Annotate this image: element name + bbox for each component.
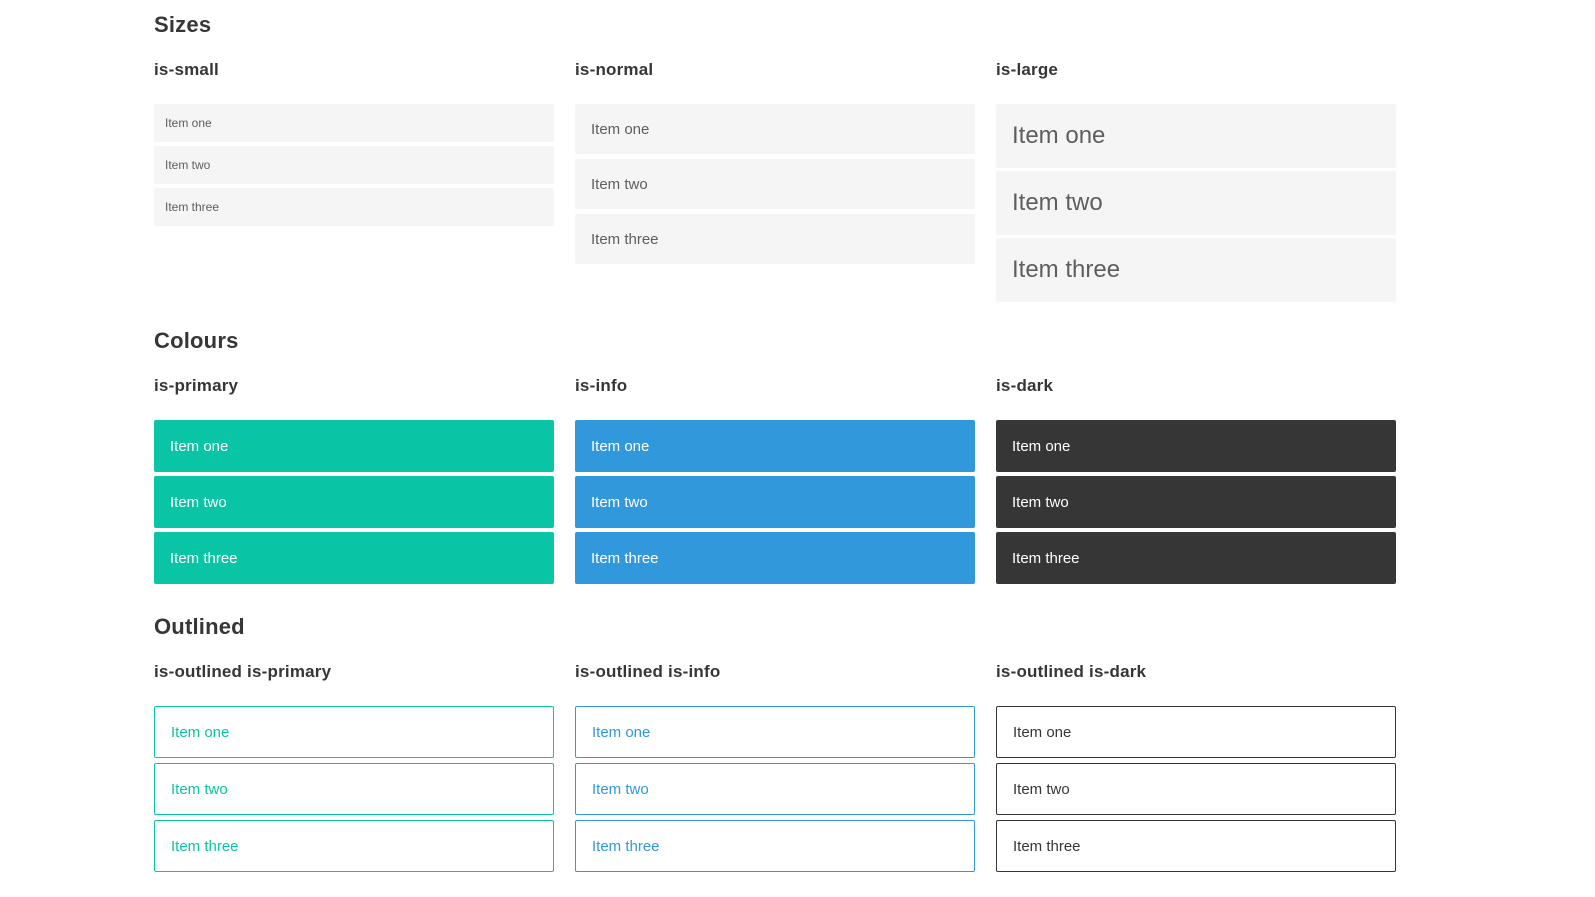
item-list-outlined-primary: Item one Item two Item three <box>154 706 554 877</box>
variant-heading-outlined-info: is-outlined is-info <box>575 662 721 681</box>
section-colours: Colours is-primary Item one Item two Ite… <box>154 328 1396 588</box>
list-item[interactable]: Item one <box>996 104 1396 168</box>
list-item[interactable]: Item three <box>575 820 975 872</box>
list-item[interactable]: Item two <box>154 763 554 815</box>
section-title-colours: Colours <box>154 328 239 353</box>
variant-heading-is-small: is-small <box>154 60 219 79</box>
column-outlined-dark: is-outlined is-dark Item one Item two It… <box>996 662 1396 877</box>
content-container: Sizes is-small Item one Item two Item th… <box>154 0 1396 877</box>
list-item[interactable]: Item one <box>575 104 975 154</box>
item-list-normal: Item one Item two Item three <box>575 104 975 264</box>
list-item[interactable]: Item two <box>996 171 1396 235</box>
variant-heading-is-primary: is-primary <box>154 376 239 395</box>
section-title-sizes: Sizes <box>154 12 212 37</box>
list-item[interactable]: Item three <box>996 532 1396 584</box>
section-outlined: Outlined is-outlined is-primary Item one… <box>154 614 1396 877</box>
item-list-outlined-info: Item one Item two Item three <box>575 706 975 877</box>
list-item[interactable]: Item three <box>154 188 554 226</box>
list-item[interactable]: Item two <box>996 763 1396 815</box>
list-item[interactable]: Item two <box>575 763 975 815</box>
list-item[interactable]: Item three <box>154 532 554 584</box>
list-item[interactable]: Item one <box>154 420 554 472</box>
variant-heading-outlined-dark: is-outlined is-dark <box>996 662 1147 681</box>
item-list-large: Item one Item two Item three <box>996 104 1396 302</box>
section-title-outlined: Outlined <box>154 614 245 639</box>
item-list-small: Item one Item two Item three <box>154 104 554 226</box>
item-list-primary: Item one Item two Item three <box>154 420 554 588</box>
list-item[interactable]: Item two <box>154 476 554 528</box>
column-outlined-info: is-outlined is-info Item one Item two It… <box>575 662 975 877</box>
section-sizes: Sizes is-small Item one Item two Item th… <box>154 12 1396 302</box>
column-is-info: is-info Item one Item two Item three <box>575 376 975 588</box>
sizes-columns: is-small Item one Item two Item three is… <box>154 60 1396 302</box>
column-is-normal: is-normal Item one Item two Item three <box>575 60 975 264</box>
list-item[interactable]: Item three <box>996 238 1396 302</box>
column-outlined-primary: is-outlined is-primary Item one Item two… <box>154 662 554 877</box>
variant-heading-outlined-primary: is-outlined is-primary <box>154 662 332 681</box>
list-item[interactable]: Item one <box>154 706 554 758</box>
list-item[interactable]: Item one <box>996 420 1396 472</box>
list-item[interactable]: Item two <box>575 159 975 209</box>
list-item[interactable]: Item one <box>575 420 975 472</box>
outlined-columns: is-outlined is-primary Item one Item two… <box>154 662 1396 877</box>
item-list-info: Item one Item two Item three <box>575 420 975 588</box>
column-is-small: is-small Item one Item two Item three <box>154 60 554 226</box>
item-list-outlined-dark: Item one Item two Item three <box>996 706 1396 877</box>
list-item[interactable]: Item one <box>154 104 554 142</box>
list-item[interactable]: Item two <box>154 146 554 184</box>
list-item[interactable]: Item two <box>575 476 975 528</box>
list-item[interactable]: Item three <box>575 214 975 264</box>
variant-heading-is-dark: is-dark <box>996 376 1054 395</box>
list-item[interactable]: Item two <box>996 476 1396 528</box>
column-is-primary: is-primary Item one Item two Item three <box>154 376 554 588</box>
list-item[interactable]: Item one <box>575 706 975 758</box>
list-item[interactable]: Item three <box>154 820 554 872</box>
column-is-dark: is-dark Item one Item two Item three <box>996 376 1396 588</box>
variant-heading-is-large: is-large <box>996 60 1059 79</box>
list-item[interactable]: Item three <box>575 532 975 584</box>
colours-columns: is-primary Item one Item two Item three … <box>154 376 1396 588</box>
variant-heading-is-normal: is-normal <box>575 60 654 79</box>
item-list-dark: Item one Item two Item three <box>996 420 1396 588</box>
list-item[interactable]: Item three <box>996 820 1396 872</box>
column-is-large: is-large Item one Item two Item three <box>996 60 1396 302</box>
list-item[interactable]: Item one <box>996 706 1396 758</box>
variant-heading-is-info: is-info <box>575 376 628 395</box>
